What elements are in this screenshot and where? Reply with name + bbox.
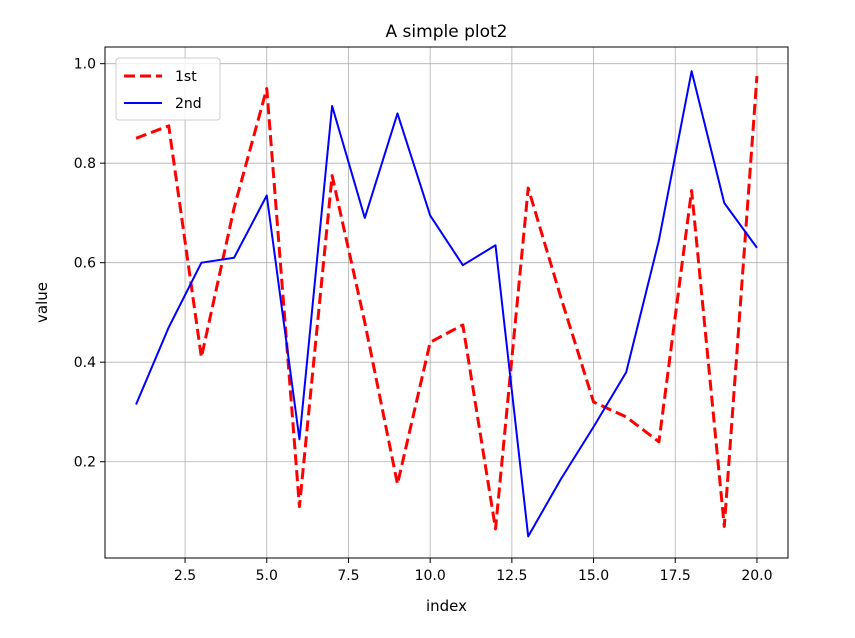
y-tick-label: 0.8: [74, 156, 96, 172]
y-tick-label: 0.2: [74, 455, 96, 471]
x-tick-label: 20.0: [741, 568, 772, 584]
x-tick-label: 10.0: [415, 568, 446, 584]
x-tick-label: 2.5: [174, 568, 196, 584]
series-line-2nd: [135, 70, 758, 538]
legend-label-2nd: 2nd: [175, 96, 202, 112]
y-axis-label: value: [33, 282, 51, 323]
x-axis-label: index: [426, 597, 467, 615]
series-layer: [135, 70, 759, 538]
axis-ticks: 2.5 5.0 7.5 10.0 12.5 15.0 17.5 20.0 0.2 0.4 0.6 0.…: [74, 57, 773, 584]
y-tick-label: 1.0: [74, 57, 96, 73]
legend: 1st 2nd: [115, 57, 221, 121]
y-tick-label: 0.4: [74, 355, 96, 371]
x-tick-label: 17.5: [660, 568, 691, 584]
x-tick-label: 12.5: [496, 568, 527, 584]
plot-area-frame: [104, 46, 789, 559]
chart-title: A simple plot2: [386, 22, 508, 42]
x-tick-label: 5.0: [256, 568, 278, 584]
x-tick-label: 7.5: [337, 568, 359, 584]
grid: [105, 47, 788, 558]
x-tick-label: 15.0: [578, 568, 609, 584]
y-tick-label: 0.6: [74, 256, 96, 272]
legend-label-1st: 1st: [175, 69, 197, 85]
series-line-1st: [135, 76, 759, 531]
legend-box: [115, 57, 221, 121]
